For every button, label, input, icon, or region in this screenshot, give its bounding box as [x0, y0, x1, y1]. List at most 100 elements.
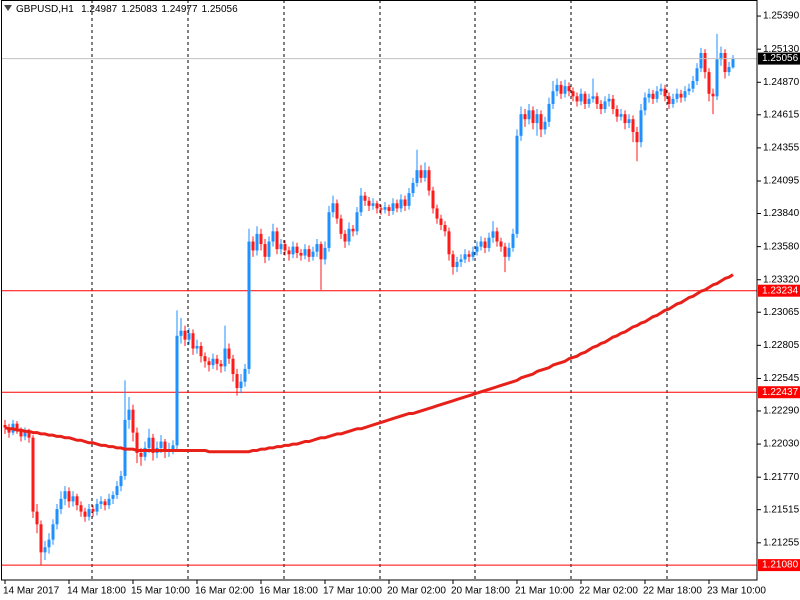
candle-body: [403, 199, 407, 206]
candle-body: [195, 345, 199, 349]
candle-body: [47, 539, 51, 548]
candle-body: [239, 381, 243, 389]
candle-body: [171, 445, 175, 450]
candle-body: [375, 203, 379, 209]
candle-body: [571, 91, 575, 97]
x-tick-label: 16 Mar 18:00: [259, 586, 318, 597]
candle-body: [727, 67, 731, 73]
chart-header: GBPUSD,H1 1.24987 1.25083 1.24977 1.25056: [16, 4, 238, 15]
candle-body: [395, 203, 399, 209]
candle-body: [459, 259, 463, 262]
candle-body: [423, 170, 427, 178]
candle-body: [43, 547, 47, 553]
candle-body: [255, 233, 259, 251]
candle-body: [83, 511, 87, 517]
y-tick-label: 1.22805: [763, 340, 800, 351]
header-low: 1.24977: [161, 4, 198, 15]
candle-body: [263, 244, 267, 257]
candle-body: [499, 241, 503, 247]
candle-body: [111, 495, 115, 499]
candle-body: [407, 193, 411, 206]
candle-body: [619, 114, 623, 117]
candle-body: [79, 505, 83, 512]
candle-body: [27, 431, 31, 438]
candle-body: [535, 114, 539, 124]
candle-body: [543, 121, 547, 130]
candle-body: [159, 441, 163, 448]
y-tick-label: 1.23320: [763, 274, 800, 285]
x-tick-label: 14 Mar 2017: [3, 586, 60, 597]
x-tick-label: 16 Mar 02:00: [195, 586, 254, 597]
y-tick-label: 1.24355: [763, 143, 800, 154]
y-tick-label: 1.25130: [763, 44, 800, 55]
candle-body: [643, 97, 647, 111]
candle-body: [495, 231, 499, 242]
candle-body: [163, 441, 167, 452]
candle-body: [587, 98, 591, 104]
candle-body: [351, 228, 355, 232]
candle-body: [687, 88, 691, 92]
candle-body: [327, 212, 331, 248]
candle-body: [307, 249, 311, 257]
candle-body: [615, 109, 619, 117]
candle-body: [315, 244, 319, 252]
moving-average: [4, 273, 734, 454]
x-tick-label: 15 Mar 10:00: [131, 586, 190, 597]
candle-body: [527, 110, 531, 120]
candle-body: [283, 244, 287, 251]
candle-body: [475, 246, 479, 252]
candle-body: [447, 231, 451, 255]
level-label: 1.23234: [762, 285, 799, 296]
candle-body: [215, 358, 219, 364]
day-separators: [91, 0, 668, 580]
candle-body: [559, 84, 563, 94]
y-tick-label: 1.21770: [763, 472, 800, 483]
candle-body: [247, 241, 251, 369]
candle-body: [507, 247, 511, 257]
candle-body: [443, 224, 447, 232]
candle-body: [147, 437, 151, 448]
candle-body: [131, 409, 135, 433]
candle-body: [695, 68, 699, 82]
candle-body: [715, 59, 719, 97]
candle-body: [211, 358, 215, 366]
x-tick-label: 22 Mar 02:00: [579, 586, 638, 597]
candle-body: [711, 93, 715, 97]
candle-body: [339, 218, 343, 234]
candle-body: [383, 207, 387, 210]
candle-body: [419, 170, 423, 178]
candle-body: [51, 524, 55, 540]
level-label: 1.22437: [762, 387, 799, 398]
candle-body: [519, 114, 523, 136]
candle-body: [575, 96, 579, 102]
candle-body: [635, 131, 639, 143]
candle-body: [203, 356, 207, 362]
candle-body: [287, 250, 291, 255]
candle-body: [259, 233, 263, 245]
candle-body: [119, 475, 123, 487]
candle-body: [135, 432, 139, 453]
candle-body: [583, 93, 587, 104]
candle-body: [67, 491, 71, 502]
candle-body: [555, 84, 559, 92]
candle-body: [363, 195, 367, 201]
candle-body: [463, 254, 467, 260]
candle-body: [483, 241, 487, 248]
candle-body: [455, 261, 459, 268]
candle-body: [359, 195, 363, 213]
y-tick-label: 1.25390: [763, 11, 800, 22]
candle-body: [299, 252, 303, 256]
candle-body: [679, 93, 683, 98]
candle-body: [175, 335, 179, 446]
candle-body: [251, 241, 255, 251]
x-tick-label: 20 Mar 02:00: [387, 586, 446, 597]
candle-body: [599, 103, 603, 110]
symbol: GBPUSD,H1: [16, 4, 74, 15]
candle-body: [531, 110, 535, 124]
candle-body: [623, 114, 627, 124]
y-tick-label: 1.24870: [763, 77, 800, 88]
candle-body: [3, 424, 7, 428]
header-high: 1.25083: [121, 4, 158, 15]
x-tick-label: 14 Mar 18:00: [67, 586, 126, 597]
candle-body: [391, 203, 395, 211]
